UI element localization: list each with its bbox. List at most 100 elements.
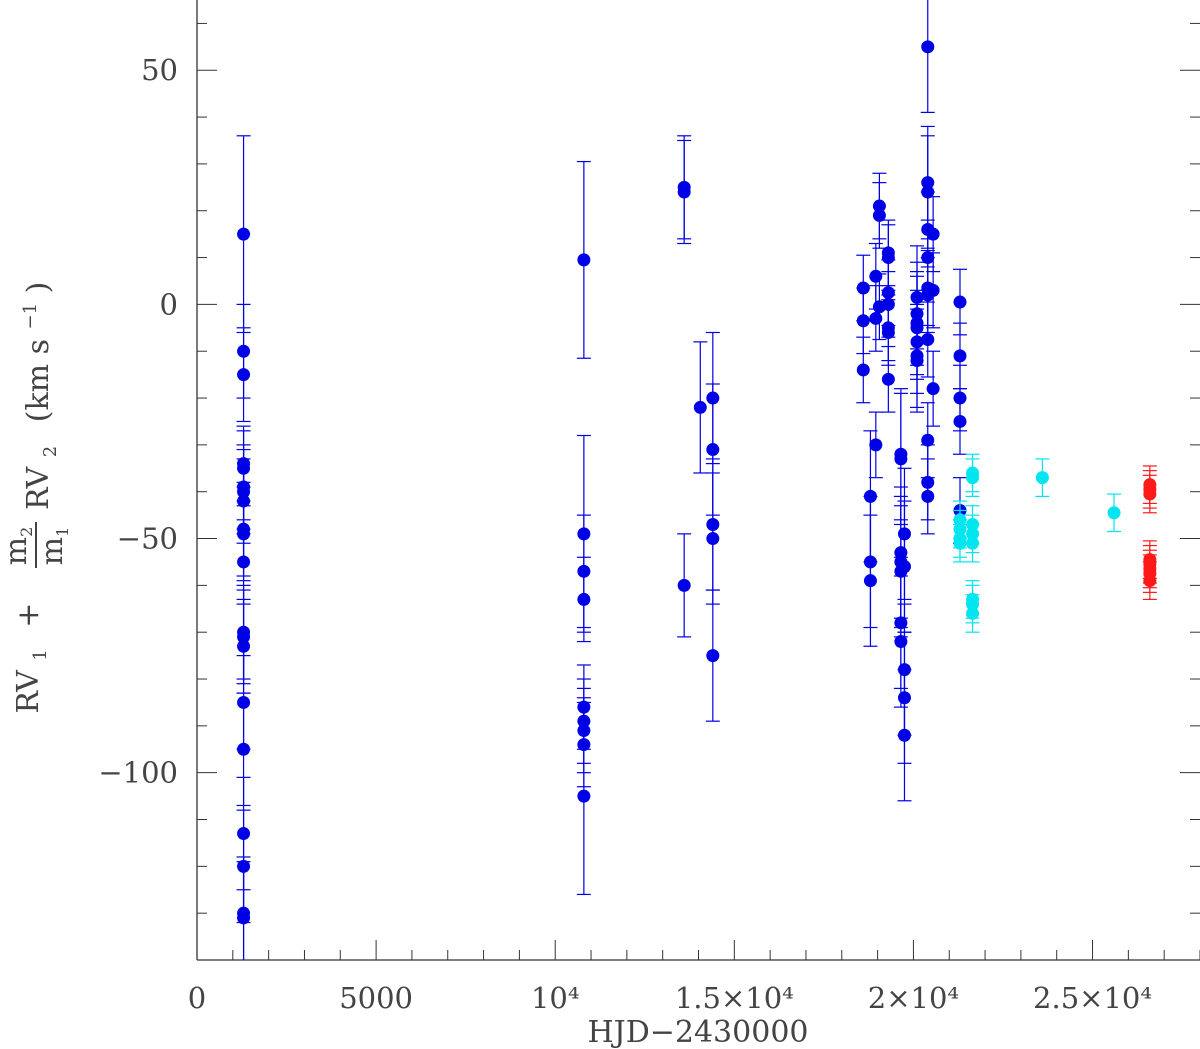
point-marker [897,560,911,574]
point-marker [869,438,883,452]
point-marker [237,639,251,653]
point-marker [677,185,691,199]
point-marker [677,578,691,592]
y-title-rv2: RV [21,465,56,510]
point-marker [921,333,935,347]
point-marker [863,574,877,588]
data-point [952,523,967,563]
point-marker [237,555,251,569]
point-marker [1107,506,1121,520]
data-point [920,0,935,113]
svg-text:m1: m1 [35,527,72,566]
x-tick-label: 1.5×10⁴ [675,981,794,1015]
data-point [926,350,941,427]
point-marker [706,443,720,457]
point-marker [921,489,935,503]
point-marker [910,354,924,368]
y-axis-title: RV 1 + m2 m1 RV 2 (km s −1 ) [0,282,72,714]
data-point [920,458,935,535]
point-marker [926,382,940,396]
data-point [926,196,941,273]
point-marker [926,283,940,297]
y-tick-label: −100 [98,756,178,790]
data-point [705,472,720,605]
point-marker [966,471,980,485]
x-tick-labels: 0 5000 10⁴ 1.5×10⁴ 2×10⁴ 2.5×10⁴ [188,981,1152,1015]
point-marker [953,295,967,309]
svg-text:m2: m2 [0,527,36,566]
data-point [897,669,912,802]
point-marker [953,414,967,428]
y-title-rv1: RV [11,669,46,714]
data-point [1142,474,1157,514]
y-tick-label: 50 [141,53,178,87]
data-point [677,533,692,638]
y-title-units-sup: −1 [20,303,41,330]
y-title-m1-sub: 1 [53,527,72,537]
data-point [965,523,980,563]
data-point [1107,493,1122,533]
y-title-m2-sub: 2 [17,527,36,537]
data-point [920,301,935,378]
data-point [576,556,591,643]
point-marker [966,536,980,550]
y-title-m1: m [35,537,70,565]
point-marker [706,532,720,546]
point-marker [856,363,870,377]
point-marker [897,728,911,742]
data-point [1035,458,1050,497]
data-point [236,327,251,423]
y-title-units-close: ) [21,282,56,294]
x-tick-label: 5000 [339,981,413,1015]
y-title-rv2-sub: 2 [40,446,61,457]
data-points [236,0,1157,960]
point-marker [966,606,980,620]
point-marker [856,314,870,328]
data-point [1142,561,1157,601]
point-marker [881,251,895,265]
point-marker [237,368,251,382]
x-tick-label: 2.5×10⁴ [1033,981,1152,1015]
point-marker [921,40,935,54]
point-marker [237,227,251,241]
point-marker [926,227,940,241]
data-point [881,345,896,413]
data-point [856,336,871,404]
plot-axes [196,0,1200,961]
point-marker [953,349,967,363]
data-point [868,411,883,479]
x-tick-label: 10⁴ [531,981,580,1015]
y-title-rv1-sub: 1 [30,649,51,660]
data-point [952,388,967,455]
svg-text:RV 1 +: RV 1 + [11,603,54,714]
svg-text:RV 2 (km s −: RV 2 (km s −1 ) [9,282,64,510]
point-marker [577,789,591,803]
data-point [863,514,878,647]
point-marker [693,400,707,414]
data-point [576,697,591,896]
data-point [893,575,908,708]
x-tick-label: 0 [188,981,206,1015]
point-marker [869,311,883,325]
data-point [926,252,941,329]
y-title-units: (km s [21,339,56,422]
point-marker [237,911,251,925]
data-point [236,135,251,334]
data-point [868,285,883,352]
y-tick-labels: 50 0 −50 −100 [98,53,178,789]
point-marker [1143,574,1157,588]
point-marker [881,372,895,386]
y-tick-label: −50 [117,522,178,556]
point-marker [953,536,967,550]
point-marker [894,452,908,466]
data-point [965,594,980,633]
y-title-m2: m [0,537,34,565]
data-point [705,589,720,722]
point-marker [869,269,883,283]
x-axis-title: HJD−2430000 [588,1015,809,1049]
y-title-plus: + [11,603,46,628]
point-marker [921,433,935,447]
point-marker [881,325,895,339]
data-point [965,458,980,497]
data-point [677,139,692,245]
